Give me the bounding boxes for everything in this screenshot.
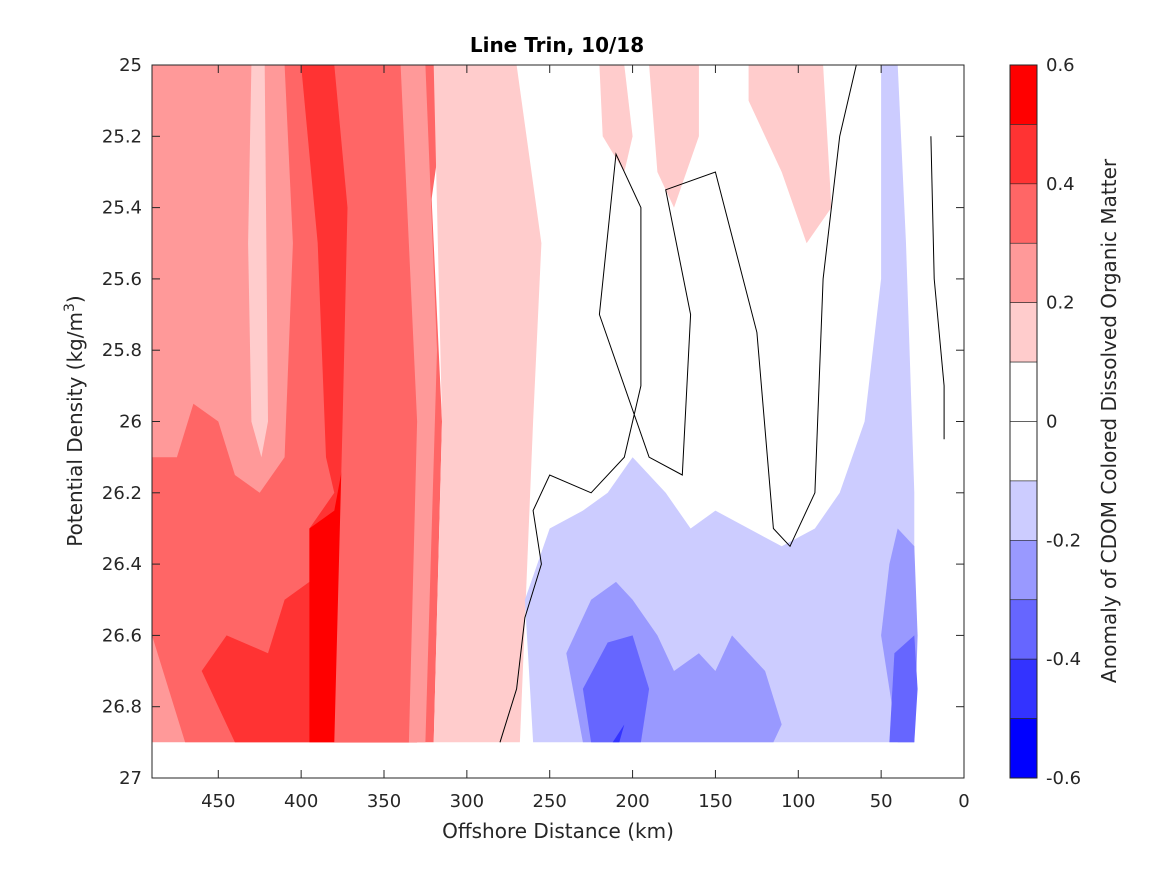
x-axis-ticks: 450 400 350 300 250 200 150 100 50 0: [201, 65, 970, 812]
colorbar-bin-11: [1009, 718, 1038, 779]
x-tick-label: 100: [781, 791, 815, 812]
colorbar-frame: [1009, 64, 1038, 779]
x-tick-label: 50: [870, 791, 893, 812]
x-tick-label: 350: [367, 791, 401, 812]
contour-region-6: [433, 65, 542, 743]
colorbar: 0.6 0.4 0.2 0 -0.2 -0.4 -0.6: [1009, 55, 1081, 789]
y-tick-label: 26.8: [102, 697, 142, 718]
colorbar-label: Anomaly of CDOM Colored Dissolved Organi…: [1097, 158, 1121, 683]
contour-line-1: [930, 136, 945, 440]
colorbar-bin-4: [1009, 302, 1038, 363]
contour-region-5: [152, 65, 451, 743]
plot-area: [151, 64, 965, 779]
y-axis-label: Potential Density (kg/m3): [62, 295, 87, 546]
colorbar-bin-9: [1009, 599, 1038, 660]
contour-region-1: [248, 65, 268, 458]
colorbar-tick-label: -0.4: [1046, 649, 1081, 670]
y-axis-label-main: Potential Density (kg/m: [63, 312, 87, 547]
contour-region-8: [599, 65, 633, 172]
contour-region-16: [612, 724, 625, 743]
colorbar-bin-3: [1009, 242, 1038, 303]
x-tick-label: 250: [533, 791, 567, 812]
y-tick-label: 25.4: [102, 198, 142, 219]
colorbar-bin-5: [1009, 361, 1038, 422]
contour-line-0: [499, 64, 857, 743]
y-axis-label-superscript: 3: [62, 303, 78, 312]
colorbar-bin-2: [1009, 183, 1038, 244]
y-tick-label: 25.2: [102, 126, 142, 147]
y-axis-label-close: ): [63, 295, 87, 303]
colorbar-tick-label: 0.4: [1046, 174, 1075, 195]
colorbar-bin-6: [1009, 421, 1038, 482]
x-tick-label: 200: [615, 791, 649, 812]
contour-region-11: [524, 65, 915, 743]
x-tick-label: 450: [201, 791, 235, 812]
contour-region-10: [748, 65, 832, 244]
y-axis-ticks: 25 25.2 25.4 25.6 25.8 26 26.2 26.4 26.6 26.8 27: [102, 55, 964, 789]
colorbar-tick-label: 0.2: [1046, 293, 1075, 314]
colorbar-bin-1: [1009, 124, 1038, 185]
y-tick-label: 26: [119, 412, 142, 433]
contour-region-7: [400, 65, 437, 743]
colorbar-bin-10: [1009, 658, 1038, 719]
y-tick-label: 25.8: [102, 340, 142, 361]
y-tick-label: 25: [119, 55, 142, 76]
y-tick-label: 26.4: [102, 554, 142, 575]
x-axis-label: Offshore Distance (km): [442, 819, 674, 843]
colorbar-tick-label: -0.2: [1046, 530, 1081, 551]
x-tick-label: 0: [958, 791, 969, 812]
colorbar-tick-label: -0.6: [1046, 768, 1081, 789]
colorbar-bin-8: [1009, 540, 1038, 601]
colorbar-bin-7: [1009, 480, 1038, 541]
contour-region-9: [649, 65, 699, 208]
x-tick-label: 300: [450, 791, 484, 812]
y-tick-label: 26.2: [102, 483, 142, 504]
y-tick-label: 26.6: [102, 625, 142, 646]
x-tick-label: 150: [698, 791, 732, 812]
contour-region-15: [889, 635, 918, 743]
y-tick-label: 27: [119, 768, 142, 789]
y-tick-label: 25.6: [102, 269, 142, 290]
colorbar-tick-label: 0.6: [1046, 55, 1075, 76]
contour-regions: [152, 65, 918, 743]
x-tick-label: 400: [284, 791, 318, 812]
colorbar-bin-0: [1009, 64, 1038, 125]
colorbar-tick-label: 0: [1046, 412, 1057, 433]
contour-region-14: [582, 635, 650, 743]
zero-contour-lines: [499, 64, 945, 743]
chart-title: Line Trin, 10/18: [470, 33, 644, 57]
